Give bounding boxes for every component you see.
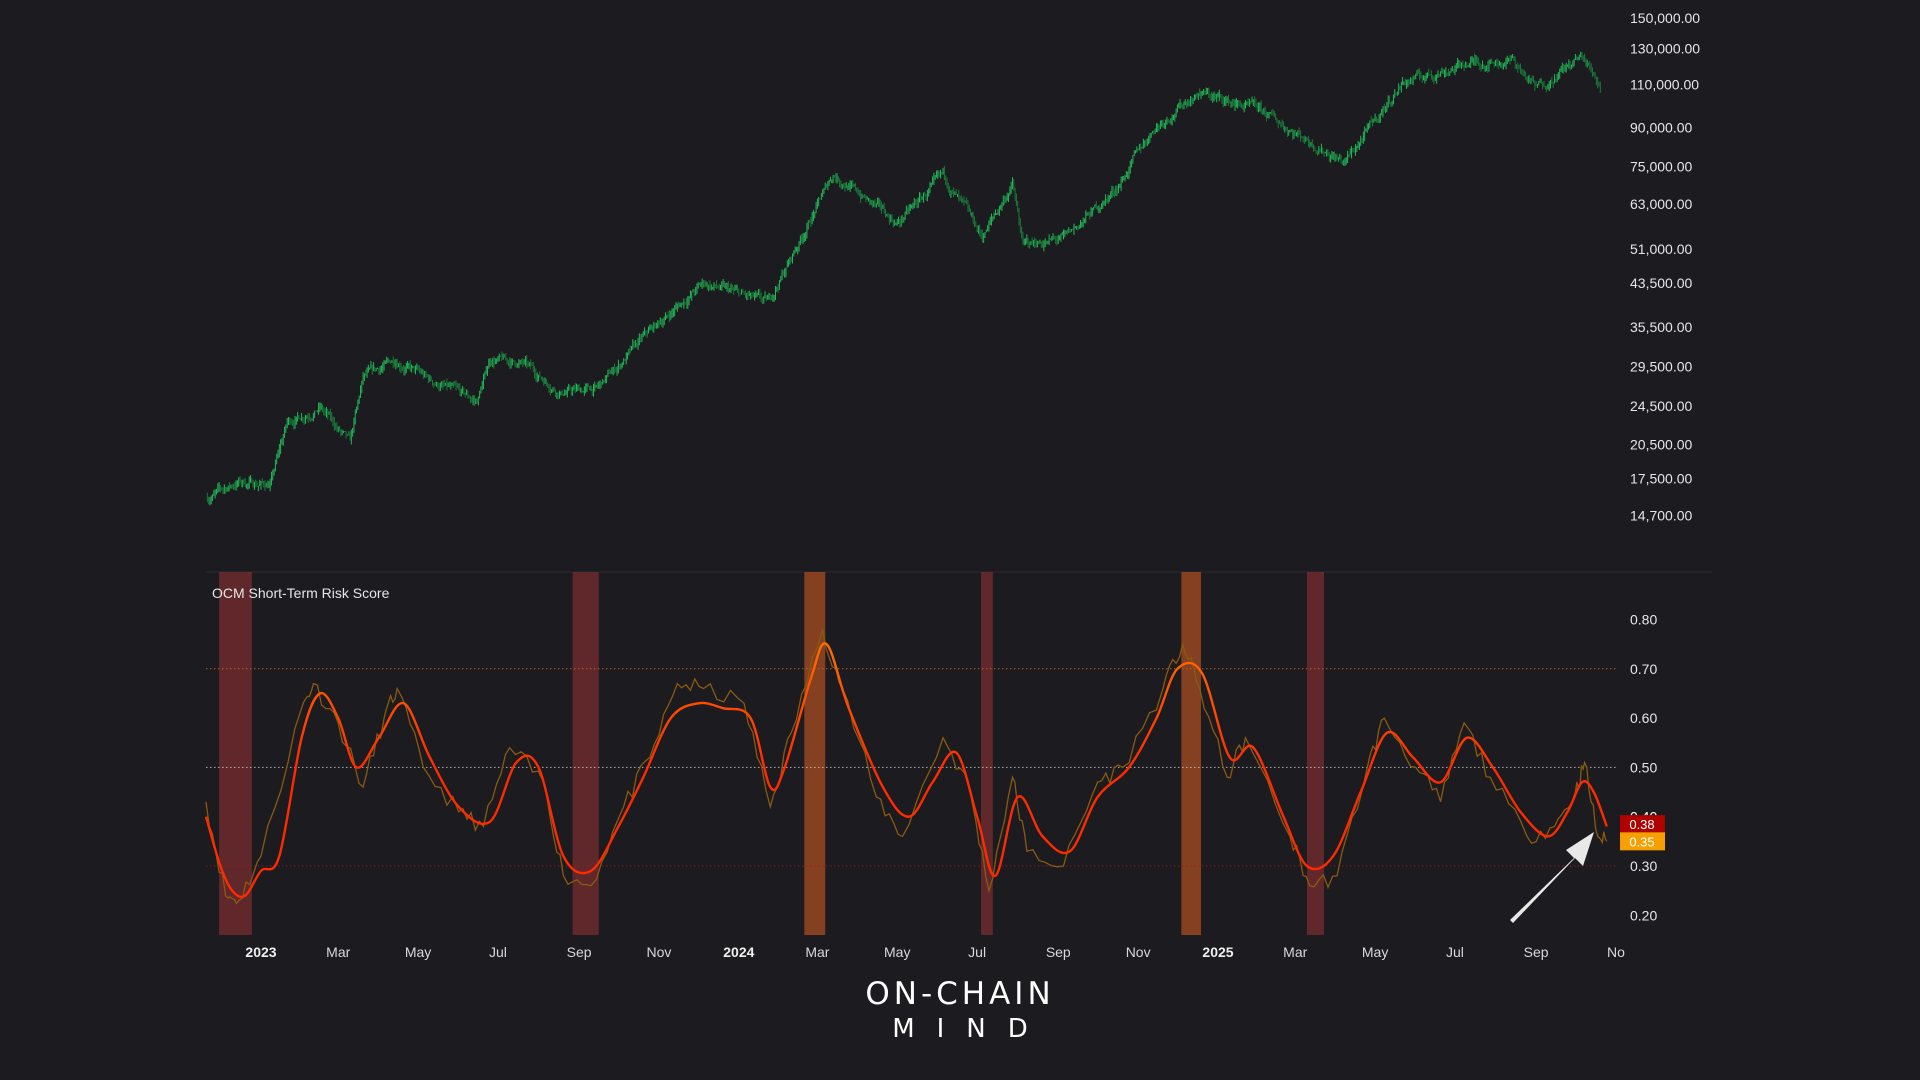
x-tick-label: Jul [968,944,986,960]
x-tick-label: Sep [567,944,592,960]
logo-on-chain: ON-CHAIN [865,976,1055,1012]
x-tick-label: Nov [647,944,672,960]
price-panel: 14,700.00 17,500.00 20,500.00 24,500.00 29,5… [206,10,1700,524]
risk-reference-lines [206,668,1616,867]
risk-panel: 0.200.300.400.500.600.700.800.40 0.380.3… [204,572,1665,935]
x-tick-label: No [1607,944,1625,960]
risk-y-axis: 0.200.300.400.500.600.700.800.40 [1630,612,1657,924]
x-tick-label: 2025 [1202,944,1233,960]
x-tick-label: 2024 [723,944,754,960]
risk-raw-line [205,629,1608,905]
risk-smoothed-line [204,642,1608,899]
price-tick-label: 43,500.00 [1630,275,1692,291]
price-tick-label: 150,000.00 [1630,10,1700,26]
price-tick-label: 14,700.00 [1630,508,1692,524]
price-y-axis: 14,700.00 17,500.00 20,500.00 24,500.00 29,5… [1630,10,1700,524]
price-tick-label: 75,000.00 [1630,159,1692,175]
price-tick-label: 17,500.00 [1630,470,1692,486]
x-tick-label: May [884,944,910,960]
price-tick-label: 24,500.00 [1630,398,1692,414]
badge-raw-value: 0.35 [1629,834,1654,849]
risk-tick-label: 0.50 [1630,759,1657,775]
x-tick-label: 2023 [245,944,276,960]
x-tick-label: Sep [1046,944,1071,960]
risk-tick-label: 0.80 [1630,612,1657,628]
x-tick-label: Jul [1446,944,1464,960]
badge-raw-value-bg [1620,832,1665,851]
risk-band-low [981,572,993,935]
x-tick-label: Jul [489,944,507,960]
price-tick-label: 35,500.00 [1630,319,1692,335]
risk-band-high [1181,572,1201,935]
risk-band-low [572,572,599,935]
x-tick-label: Mar [1283,944,1307,960]
risk-tick-label: 0.60 [1630,710,1657,726]
risk-tick-label: 0.20 [1630,907,1657,923]
risk-band-high [804,572,826,935]
price-tick-label: 130,000.00 [1630,41,1700,57]
price-tick-label: 110,000.00 [1630,76,1699,92]
risk-tick-label: 0.70 [1630,661,1657,677]
x-tick-label: Nov [1126,944,1151,960]
price-candles [206,51,1601,506]
x-tick-label: Sep [1524,944,1549,960]
risk-value-badges: 0.38 0.35 [1620,815,1665,851]
price-tick-label: 29,500.00 [1630,358,1692,374]
risk-band-low [1307,572,1325,935]
badge-smoothed-value: 0.38 [1629,817,1654,832]
logo-mind: MIND [892,1014,1050,1044]
x-tick-label: Mar [805,944,829,960]
risk-panel-title: OCM Short-Term Risk Score [212,585,390,601]
risk-tick-label: 0.30 [1630,858,1657,874]
badge-smoothed-value-bg [1620,815,1665,834]
x-tick-label: May [1362,944,1388,960]
x-axis: 2023 Mar May Jul Sep Nov 2024 Mar May Jul Sep Nov 20… [245,944,1625,960]
risk-highlight-bands [219,572,1325,935]
price-tick-label: 20,500.00 [1630,436,1692,452]
price-tick-label: 63,000.00 [1630,196,1692,212]
price-tick-label: 51,000.00 [1630,241,1692,257]
risk-lines [204,629,1608,905]
x-tick-label: May [405,944,431,960]
price-tick-label: 90,000.00 [1630,119,1692,135]
arrow-annotation-icon [1510,832,1594,923]
x-tick-label: Mar [326,944,350,960]
